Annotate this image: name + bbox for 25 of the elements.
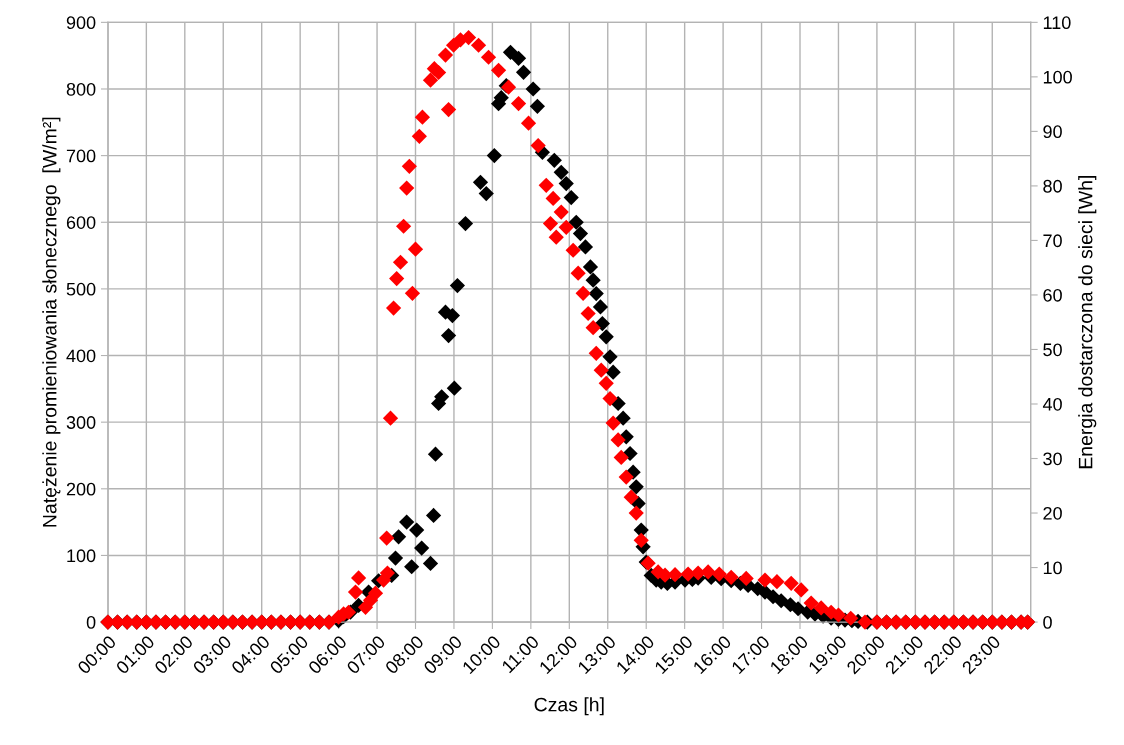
y2-tick-label: 70 <box>1043 234 1062 248</box>
y2-tick-label: 100 <box>1043 70 1072 84</box>
y2-tick-label: 60 <box>1043 288 1062 302</box>
y2-tick-label: 30 <box>1043 452 1062 466</box>
y2-tick-label: 110 <box>1043 16 1071 30</box>
y2-axis-title: Energia dostarczona do sieci [Wh] <box>1078 176 1097 469</box>
y-tick-label: 0 <box>86 616 96 629</box>
y2-tick-label: 80 <box>1043 179 1062 193</box>
y2-tick-label: 0 <box>1043 616 1052 629</box>
y-axis-title: Natężenie promieniowania słonecznego [W/m²] <box>42 117 61 527</box>
y-tick-label: 100 <box>67 549 96 563</box>
y2-tick-label: 90 <box>1043 125 1062 139</box>
y2-tick-label: 50 <box>1043 343 1062 357</box>
y-tick-label: 600 <box>66 216 96 229</box>
y2-tick-label: 10 <box>1043 561 1062 575</box>
y-tick-label: 700 <box>66 149 96 163</box>
y-tick-label: 900 <box>66 16 96 30</box>
y2-tick-label: 20 <box>1043 506 1062 520</box>
y-tick-label: 200 <box>66 482 96 496</box>
y2-tick-label: 40 <box>1042 397 1062 411</box>
x-axis-title: Czas [h] <box>534 697 604 716</box>
y-tick-label: 300 <box>66 416 96 429</box>
y-tick-label: 400 <box>66 349 96 363</box>
y-tick-label: 500 <box>66 282 96 296</box>
y-tick-label: 800 <box>66 82 96 96</box>
